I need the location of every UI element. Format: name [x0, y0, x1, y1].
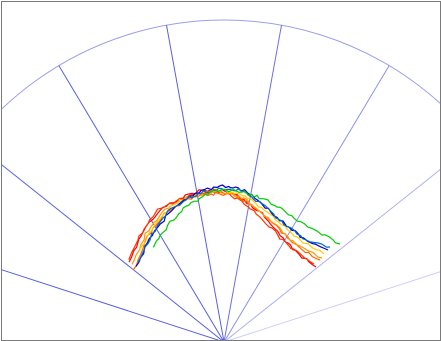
radial-grid-line	[224, 65, 390, 340]
radial-grid-line	[2, 269, 220, 340]
radial-grid-line	[166, 25, 225, 340]
polar-grid	[2, 19, 440, 340]
series-line	[132, 192, 321, 271]
radial-grid-line	[225, 169, 440, 340]
radial-grid-line	[223, 25, 282, 340]
series-layer	[128, 184, 341, 271]
series-line	[131, 190, 323, 265]
series-line	[137, 187, 331, 263]
outer-arc	[2, 19, 440, 110]
radial-grid-line	[228, 271, 440, 340]
series-line	[152, 188, 341, 248]
radial-grid-line	[58, 65, 224, 340]
radial-grid-line	[2, 164, 223, 340]
